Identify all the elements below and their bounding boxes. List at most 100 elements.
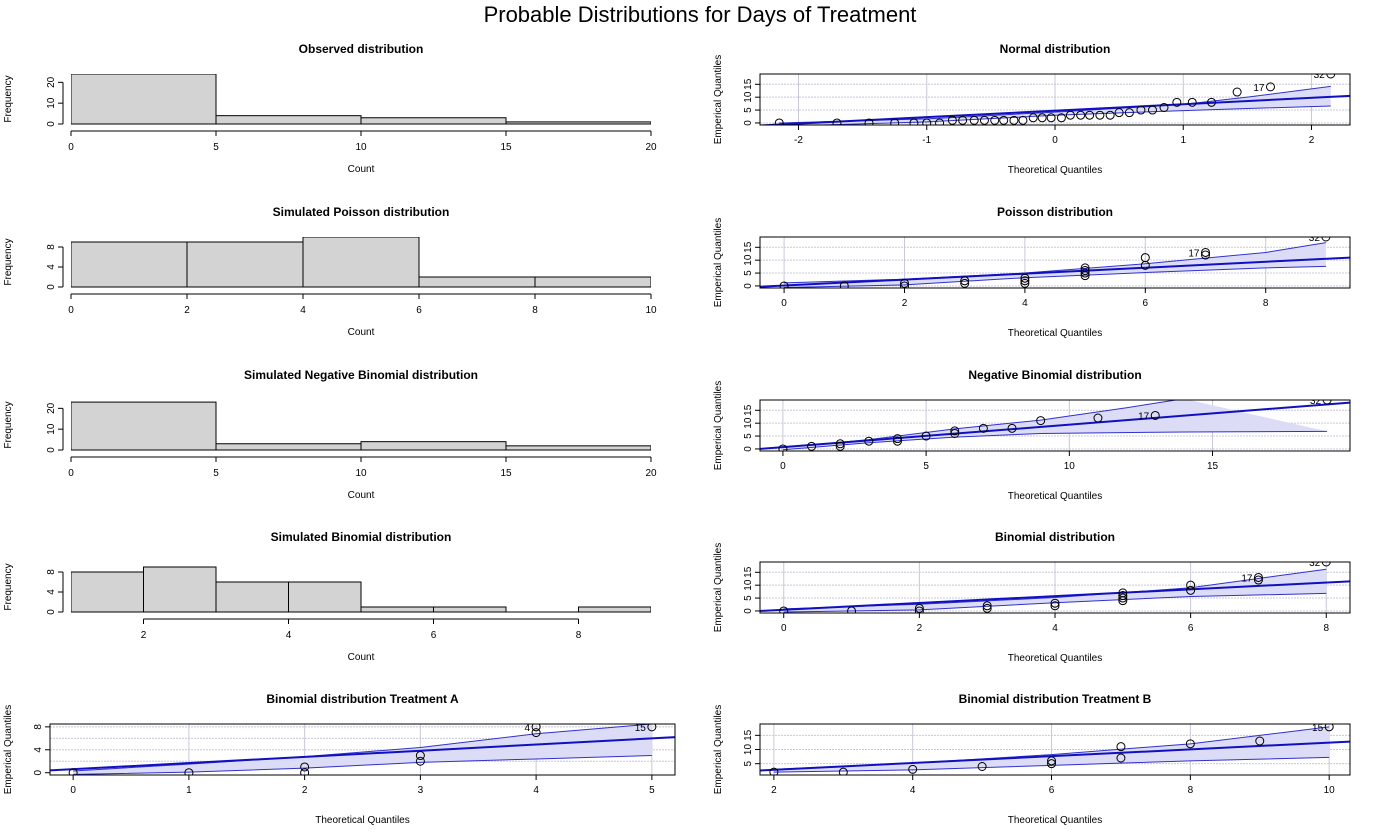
x-tick-label: 4 (300, 305, 306, 316)
chart-panel: Negative Binomial distribution Theoretica… (713, 368, 1351, 502)
data-point (1322, 400, 1332, 405)
y-tick-label: 15 (743, 78, 754, 90)
x-tick-label: 6 (431, 630, 437, 641)
x-tick-label: 10 (1324, 785, 1336, 796)
chart-panel: Poisson distribution Theoretical Quantile… (713, 205, 1351, 339)
histogram-bar (418, 276, 536, 287)
plot-area: 4 15 (50, 723, 675, 775)
data-point (835, 441, 845, 451)
x-tick-label: 8 (1188, 785, 1194, 796)
data-point (1326, 74, 1336, 79)
histogram-bar (71, 241, 188, 287)
data-point (979, 115, 989, 125)
data-point (960, 278, 970, 288)
data-point (1253, 572, 1263, 582)
x-tick-label: 10 (355, 468, 367, 479)
y-axis-label: Emperical Quantiles (713, 381, 724, 470)
x-axis-label: Theoretical Quantiles (1008, 165, 1103, 176)
data-point (1201, 250, 1211, 260)
x-axis-label: Count (348, 490, 375, 501)
y-tick-label: 0 (46, 121, 57, 127)
data-point (1018, 115, 1028, 125)
x-axis-label: Count (348, 164, 375, 175)
plot-area (71, 237, 651, 287)
page-title: Probable Distributions for Days of Treat… (483, 2, 917, 27)
data-point (1116, 753, 1126, 763)
data-point (892, 436, 902, 446)
y-tick-label: 0 (743, 446, 754, 452)
data-point (1232, 87, 1242, 97)
y-axis-label: Frequency (3, 563, 14, 610)
plot-frame (759, 236, 1351, 289)
x-tick-label: -1 (922, 135, 931, 146)
data-point (1020, 276, 1030, 286)
data-point (892, 434, 902, 444)
y-tick-label: 0 (33, 769, 44, 775)
x-tick-label: 2 (902, 298, 908, 309)
histogram-bar (360, 117, 507, 124)
x-tick-label: 5 (213, 142, 219, 153)
data-point (950, 426, 960, 436)
histogram-bar (578, 606, 651, 612)
x-tick-label: 0 (781, 298, 787, 309)
x-tick-label: 15 (500, 142, 512, 153)
data-point (1080, 265, 1090, 275)
chart-panel: Binomial distribution Treatment B Theoret… (713, 692, 1351, 826)
y-tick-label: 5 (743, 760, 754, 766)
x-tick-label: 2 (917, 623, 923, 634)
data-point (415, 756, 425, 766)
x-tick-label: 8 (576, 630, 582, 641)
data-point (864, 118, 874, 125)
data-point (1136, 105, 1146, 115)
x-tick-label: 8 (532, 305, 538, 316)
x-tick-label: 2 (771, 785, 777, 796)
y-tick-label: 0 (743, 283, 754, 289)
chart-title: Binomial distribution Treatment A (266, 692, 459, 706)
data-point (1124, 108, 1134, 118)
y-tick-label: 10 (743, 254, 754, 266)
data-point (1140, 253, 1150, 263)
reference-line (50, 736, 675, 772)
histogram-bar (288, 581, 362, 612)
data-point (1255, 736, 1265, 746)
chart-panel: Observed distribution Count Frequency 0 5 10 1… (3, 42, 657, 175)
histogram-bar (302, 237, 420, 287)
data-point (769, 767, 779, 775)
y-tick-label: 8 (46, 569, 57, 575)
band-upper-line (73, 724, 652, 772)
y-tick-label: 15 (743, 729, 754, 741)
data-point (958, 115, 968, 125)
chart-panel: Binomial distribution Treatment A Theoret… (3, 692, 676, 826)
point-label: 4 (525, 723, 531, 734)
data-point (899, 278, 909, 288)
data-point (982, 601, 992, 611)
y-tick-label: 4 (33, 747, 44, 753)
data-point (1036, 416, 1046, 426)
data-point (1007, 423, 1017, 433)
y-axis-label: Emperical Quantiles (713, 218, 724, 307)
data-point (774, 118, 784, 125)
data-point (1046, 113, 1056, 123)
data-point (990, 115, 1000, 125)
histogram-bar (186, 241, 304, 287)
y-tick-label: 20 (46, 402, 57, 414)
data-point (1186, 585, 1196, 595)
point-label: 17 (1138, 411, 1150, 422)
y-tick-label: 0 (46, 447, 57, 453)
y-tick-label: 15 (743, 241, 754, 253)
x-tick-label: 15 (500, 468, 512, 479)
chart-panel: Binomial distribution Theoretical Quantil… (713, 530, 1351, 664)
plot-area (71, 74, 651, 124)
data-point (1065, 110, 1075, 120)
data-point (921, 431, 931, 441)
x-tick-label: 10 (645, 305, 657, 316)
y-tick-label: 5 (743, 270, 754, 276)
point-label: 17 (1188, 248, 1200, 259)
data-point (1118, 593, 1128, 603)
y-tick-label: 0 (46, 284, 57, 290)
data-point (1118, 588, 1128, 598)
data-point (977, 762, 987, 771)
x-tick-label: 20 (645, 468, 657, 479)
data-point (300, 762, 310, 772)
